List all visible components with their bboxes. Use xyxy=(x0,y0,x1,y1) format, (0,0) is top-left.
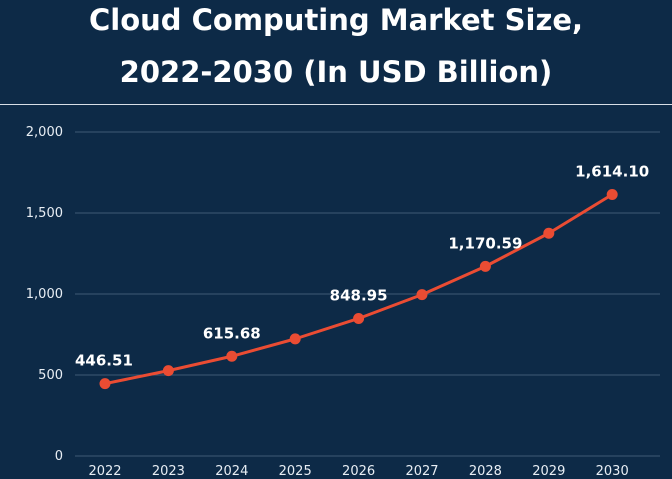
data-label-2028: 1,170.59 xyxy=(448,234,522,252)
x-tick-label-2029: 2029 xyxy=(532,464,565,479)
data-point-2023 xyxy=(162,365,174,377)
chart-title-line-2: 2022-2030 (In USD Billion) xyxy=(119,55,553,89)
title-divider xyxy=(0,104,672,105)
x-tick-label-2028: 2028 xyxy=(469,464,502,479)
data-point-2024 xyxy=(226,350,238,362)
x-tick-label-2025: 2025 xyxy=(279,464,312,479)
data-labels: 446.51 615.68 848.95 1,170.59 1,614.10 xyxy=(75,163,649,370)
x-tick-label-2030: 2030 xyxy=(596,464,629,479)
y-tick-label-0: 0 xyxy=(55,449,63,464)
x-tick-label-2023: 2023 xyxy=(152,464,185,479)
y-axis: 0 500 1,000 1,500 2,000 xyxy=(26,125,63,464)
data-point-2028 xyxy=(479,260,491,272)
chart-title-line-1: Cloud Computing Market Size, xyxy=(88,3,584,37)
x-axis: 2022 2023 2024 2025 2026 2027 2028 2029 2030 xyxy=(88,464,628,479)
data-label-2026: 848.95 xyxy=(330,286,388,304)
y-tick-label-1500: 1,500 xyxy=(26,206,63,221)
gridlines xyxy=(75,131,660,457)
x-tick-label-2027: 2027 xyxy=(405,464,438,479)
data-point-2026 xyxy=(353,312,365,324)
data-point-2025 xyxy=(289,333,301,345)
data-point-2029 xyxy=(543,227,555,239)
y-tick-label-2000: 2,000 xyxy=(26,125,63,140)
data-point-2027 xyxy=(416,289,428,301)
data-point-2030 xyxy=(606,189,618,201)
data-label-2024: 615.68 xyxy=(203,324,261,342)
y-tick-label-1000: 1,000 xyxy=(26,287,63,302)
series-market-size xyxy=(99,189,618,390)
x-tick-label-2022: 2022 xyxy=(88,464,121,479)
data-point-2022 xyxy=(99,378,111,390)
data-label-2030: 1,614.10 xyxy=(575,163,649,181)
y-tick-label-500: 500 xyxy=(38,368,63,383)
data-label-2022: 446.51 xyxy=(75,352,133,370)
x-tick-label-2026: 2026 xyxy=(342,464,375,479)
x-tick-label-2024: 2024 xyxy=(215,464,248,479)
